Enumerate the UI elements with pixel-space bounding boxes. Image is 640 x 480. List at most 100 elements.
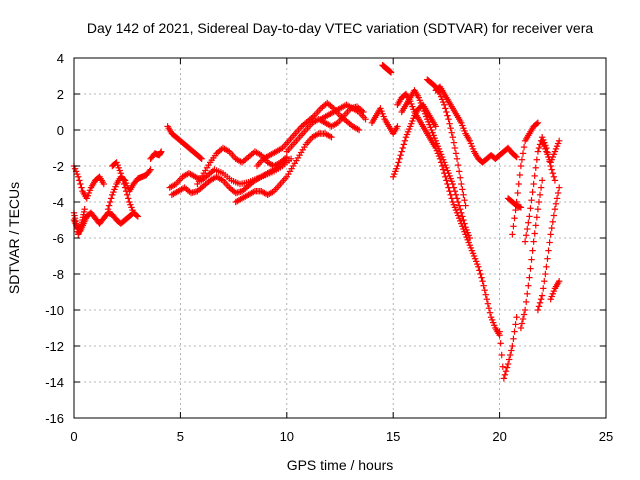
data-point: [451, 188, 459, 195]
data-point: [122, 188, 130, 195]
data-point: [362, 116, 369, 123]
data-point: [147, 166, 154, 173]
data-point: [519, 150, 527, 157]
data-point: [555, 278, 563, 285]
data-point: [104, 206, 112, 213]
data-point: [513, 153, 520, 161]
data-point: [438, 162, 446, 170]
series-arc23: [504, 195, 525, 211]
data-point: [453, 195, 461, 202]
data-point: [466, 234, 474, 242]
data-point: [498, 351, 505, 359]
data-point: [530, 238, 537, 245]
data-point: [119, 177, 127, 184]
data-point: [546, 239, 553, 246]
data-point: [81, 206, 88, 213]
series-arc3: [70, 206, 88, 238]
data-point: [548, 166, 555, 173]
data-point: [534, 306, 542, 314]
data-point: [549, 170, 556, 177]
data-point: [458, 180, 465, 188]
data-point: [198, 155, 205, 162]
data-point: [535, 303, 543, 310]
data-point: [536, 299, 544, 306]
data-point: [75, 173, 82, 180]
series-arc21: [432, 83, 520, 166]
series-arc20: [398, 87, 474, 242]
data-point: [446, 120, 453, 127]
data-point: [510, 223, 517, 230]
series-arc15: [368, 105, 401, 137]
data-point: [477, 270, 484, 278]
data-point: [512, 152, 519, 160]
data-point: [460, 216, 467, 224]
data-point: [547, 231, 554, 238]
data-point: [545, 247, 552, 254]
data-point: [544, 255, 551, 262]
data-point: [517, 204, 525, 211]
data-point: [442, 173, 449, 180]
data-point: [394, 162, 401, 170]
data-point: [450, 139, 458, 146]
data-point: [531, 172, 538, 180]
data-point: [514, 189, 521, 197]
y-tick-label: -2: [52, 159, 64, 174]
data-marks: [70, 62, 563, 382]
data-point: [507, 351, 514, 359]
data-point: [529, 188, 536, 196]
data-point: [77, 180, 84, 188]
data-point: [121, 184, 129, 191]
data-point: [118, 173, 126, 180]
data-point: [529, 247, 536, 254]
data-point: [540, 285, 547, 292]
data-point: [512, 206, 519, 214]
data-point: [530, 180, 537, 188]
data-point: [551, 177, 559, 184]
y-tick-label: 4: [57, 51, 64, 66]
data-point: [533, 214, 541, 221]
data-point: [505, 356, 513, 363]
data-point: [533, 156, 541, 163]
data-point: [525, 219, 532, 226]
data-point: [399, 144, 406, 152]
data-point: [108, 195, 115, 202]
data-point: [461, 220, 468, 227]
y-tick-label: -16: [45, 411, 64, 426]
y-tick-label: -6: [52, 231, 64, 246]
data-point: [400, 141, 408, 148]
data-point: [551, 206, 559, 213]
data-point: [527, 265, 534, 272]
series-arc27: [534, 184, 563, 314]
data-point: [534, 206, 542, 213]
data-point: [455, 168, 463, 175]
data-point: [515, 180, 522, 188]
data-point: [517, 162, 525, 170]
data-point: [452, 191, 460, 198]
data-point: [537, 296, 545, 303]
series-arc26: [517, 177, 546, 332]
data-point: [502, 368, 510, 375]
y-axis-label: SDTVAR / TECUs: [6, 182, 22, 294]
data-point: [443, 177, 450, 184]
data-point: [454, 198, 462, 206]
data-point: [485, 305, 493, 312]
data-point: [105, 202, 113, 209]
series-arc28: [538, 137, 563, 166]
data-point: [443, 108, 450, 116]
series-arc1: [70, 162, 107, 202]
data-point: [395, 159, 402, 166]
data-point: [512, 321, 519, 328]
data-point: [510, 335, 517, 342]
y-tick-label: -14: [45, 375, 64, 390]
data-point: [497, 340, 504, 347]
data-point: [528, 256, 535, 263]
data-point: [387, 69, 395, 76]
data-point: [125, 195, 132, 202]
data-point: [513, 198, 520, 206]
data-point: [76, 177, 83, 184]
data-point: [483, 296, 491, 303]
data-point: [450, 184, 458, 191]
data-point: [448, 129, 455, 136]
data-point: [398, 148, 405, 155]
